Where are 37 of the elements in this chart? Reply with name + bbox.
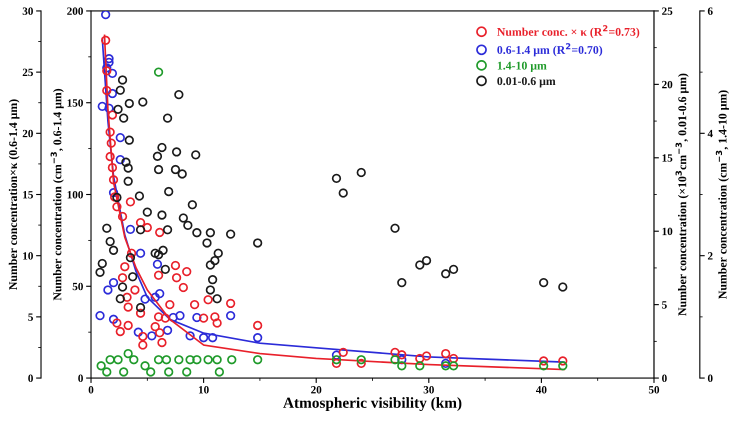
- y2-tick-label: 0: [28, 374, 33, 382]
- y-tick-label: 20: [662, 80, 672, 88]
- y-tick-label: 150: [68, 99, 83, 107]
- x-tick-label: 0: [88, 386, 94, 394]
- y2-tick-label: 15: [23, 191, 33, 198]
- y2-tick-label: 2: [708, 252, 713, 260]
- y-tick-label: 15: [662, 154, 672, 162]
- x-axis-title: Atmospheric visibility (km): [283, 397, 462, 412]
- y2-axis-title: Number concentration×κ (0.6-1.4 μm): [8, 99, 20, 290]
- y2-tick-label: 25: [22, 68, 33, 76]
- y2-tick-label: 4: [708, 130, 713, 138]
- y-tick-label: 25: [662, 7, 672, 15]
- y2-tick-label: 20: [22, 130, 33, 138]
- y-tick-label: 5: [662, 301, 667, 309]
- legend-label: 0.01-0.6 μm: [497, 77, 556, 88]
- y2-tick-label: 10: [23, 252, 33, 260]
- x-tick-label: 30: [424, 386, 434, 394]
- y-axis-title: Number concentration (×10$^{3}$cm$^{−3}$, 0.01-0.6 μm): [676, 74, 689, 316]
- y-tick-label: 100: [68, 190, 83, 198]
- y-axis-title: Number concentration (cm$^{−3}$, 0.6-1.4 μm): [50, 88, 64, 300]
- y-tick-label: 0: [78, 374, 83, 382]
- x-tick-label: 50: [648, 386, 660, 394]
- x-tick-label: 10: [198, 386, 209, 394]
- y2-tick-label: 30: [22, 7, 33, 15]
- legend-label: 1.4-10 μm: [498, 62, 547, 72]
- y-tick-label: 200: [67, 7, 83, 15]
- y-tick-label: 0: [662, 374, 667, 382]
- y2-tick-label: 6: [708, 7, 713, 15]
- y2-tick-label: 5: [28, 313, 33, 321]
- y2-axis-title: Number concentration (cm$^{−3}$, 1.4-10 μm): [716, 90, 729, 299]
- y-tick-label: 10: [662, 228, 672, 236]
- x-tick-label: 20: [311, 386, 322, 394]
- x-tick-label: 40: [536, 386, 547, 394]
- y-tick-label: 50: [72, 282, 83, 290]
- legend-label: Number conc. × κ (R$^{2}$=0.73): [497, 25, 640, 38]
- y2-tick-label: 0: [708, 374, 713, 382]
- legend-label: 0.6-1.4 μm (R$^{2}$=0.70): [497, 43, 602, 56]
